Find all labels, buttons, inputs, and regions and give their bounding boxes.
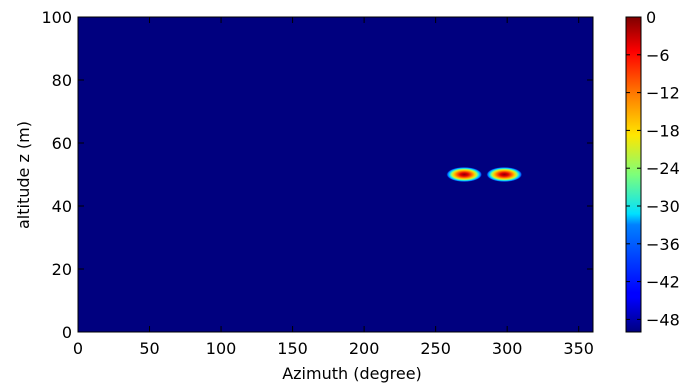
hotspot-0 [446,167,483,182]
x-tick-label: 300 [492,339,523,358]
y-tick-label: 60 [52,134,72,153]
heatmap-plot-area [77,16,594,333]
x-axis-label: Azimuth (degree) [282,364,422,383]
y-tick-label: 40 [52,197,72,216]
y-tick-label: 100 [41,8,72,27]
x-axis: 0 50 100 150 200 250 300 350 [73,17,594,358]
colorbar-tick-label: −48 [646,310,680,329]
colorbar-tick-label: 0 [646,8,656,27]
colorbar-tick-label: −24 [646,159,680,178]
colorbar: 0 −6 −12 −18 −24 −30 −36 −42 −48 [625,8,680,333]
x-tick-label: 150 [277,339,308,358]
colorbar-tick-label: −12 [646,84,680,103]
x-tick-label: 50 [139,339,159,358]
x-tick-label: 250 [420,339,451,358]
colorbar-tick-label: −42 [646,273,680,292]
hotspot-1 [486,167,523,182]
colorbar-gradient [625,16,642,333]
x-tick-label: 100 [206,339,237,358]
y-tick-label: 80 [52,71,72,90]
colorbar-tick-label: −18 [646,121,680,140]
colorbar-tick-label: −6 [646,46,670,65]
colorbar-tick-label: −30 [646,197,680,216]
x-tick-label: 350 [563,339,594,358]
y-axis: 0 20 40 60 80 100 [41,8,593,342]
y-tick-label: 20 [52,260,72,279]
colorbar-tick-label: −36 [646,235,680,254]
plot-frame [77,16,594,333]
y-tick-label: 0 [62,323,72,342]
x-tick-label: 200 [349,339,380,358]
y-axis-label: altitude z (m) [14,121,33,229]
x-tick-label: 0 [73,339,83,358]
